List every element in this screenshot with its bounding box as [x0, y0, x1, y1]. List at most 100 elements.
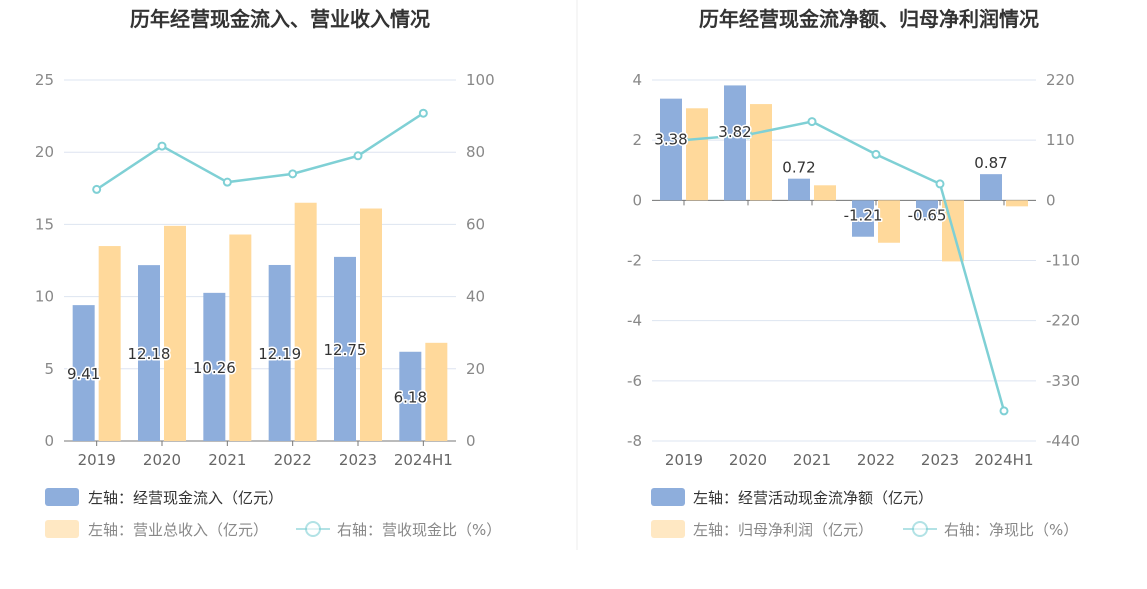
left-legend-line-marker[interactable] — [305, 521, 321, 537]
right-legend-label-ratio[interactable]: 右轴：净现比（%） — [944, 521, 1078, 539]
right-legend-swatch-net-profit[interactable] — [651, 520, 685, 538]
right-y-right-tick: 110 — [1046, 131, 1075, 149]
left-legend-label-ratio[interactable]: 右轴：营收现金比（%） — [337, 521, 501, 539]
left-y-left-tick: 25 — [35, 71, 54, 89]
left-ratio-point — [288, 169, 298, 179]
left-bar-secondary — [164, 225, 186, 441]
left-legend-swatch-cash-inflow[interactable] — [45, 488, 79, 506]
right-bar-data-label: -0.65 — [908, 206, 947, 224]
left-x-tick-label: 2021 — [208, 451, 246, 469]
right-bar-primary — [852, 200, 874, 237]
right-y-right-tick: -220 — [1046, 312, 1080, 330]
left-ratio-point — [418, 108, 428, 118]
right-y-left-tick: -8 — [627, 432, 642, 450]
right-bar-primary — [724, 85, 746, 201]
left-bar-primary — [399, 351, 422, 441]
right-plot-area: -8 -6 -4 -2 0 2 4 -440 -330 -220 -110 0 110 220 2019 20… — [627, 71, 1080, 469]
right-x-tick-label: 2019 — [665, 451, 703, 469]
right-ratio-line — [683, 120, 1006, 412]
right-bar-secondary — [750, 104, 772, 201]
right-y-left-tick: 2 — [632, 131, 642, 149]
left-y-right-tick: 60 — [466, 215, 485, 233]
right-y-left-tick: -2 — [627, 252, 642, 270]
left-y-right-tick: 40 — [466, 288, 485, 306]
right-x-tick-label: 2024H1 — [975, 451, 1034, 469]
left-bar-data-label: 12.75 — [324, 341, 367, 359]
left-ratio-line — [95, 112, 425, 191]
right-x-tick-label: 2021 — [793, 451, 831, 469]
left-y-left-tick: 15 — [35, 215, 54, 233]
left-bar-data-label: 9.41 — [67, 365, 100, 383]
left-bar-primary — [138, 265, 160, 441]
left-ratio-point — [222, 177, 232, 187]
left-ratio-point — [353, 151, 363, 161]
left-ratio-point — [157, 141, 167, 151]
left-bar-data-label: 12.18 — [128, 345, 171, 363]
left-x-tick-label: 2023 — [339, 451, 377, 469]
right-bar-primary — [788, 178, 810, 201]
right-ratio-point — [743, 130, 753, 140]
left-bar-primary — [268, 264, 291, 441]
left-bar-secondary — [360, 208, 382, 441]
right-legend-swatch-net-cash[interactable] — [651, 488, 685, 506]
right-ratio-point — [999, 406, 1009, 416]
right-bar-data-label: 3.38 — [654, 130, 687, 148]
left-bar-primary — [334, 256, 356, 441]
right-legend-label-net-cash[interactable]: 左轴：经营活动现金流净额（亿元） — [693, 489, 933, 507]
left-plot-area: 0 5 10 15 20 25 0 20 40 60 80 100 2019 2020 2021 2022 20… — [35, 71, 495, 469]
right-y-right-tick: -440 — [1046, 432, 1080, 450]
right-y-left-tick: 0 — [632, 191, 642, 209]
right-y-right-tick: -330 — [1046, 372, 1080, 390]
right-bar-primary — [916, 200, 938, 220]
right-legend[interactable]: 左轴：经营活动现金流净额（亿元） 左轴：归母净利润（亿元） 右轴：净现比（%） — [651, 488, 1078, 539]
right-bar-data-label: 3.82 — [718, 123, 751, 141]
right-bar-secondary — [686, 108, 708, 201]
right-legend-line-marker[interactable] — [912, 521, 928, 537]
right-chart: 历年经营现金流净额、归母净利润情况 -8 -6 -4 -2 0 2 4 -440 -330 -22… — [627, 7, 1080, 539]
left-bar-data-label: 10.26 — [193, 359, 236, 377]
left-y-right-tick: 20 — [466, 360, 485, 378]
right-y-right-tick: 0 — [1046, 191, 1056, 209]
right-bar-secondary — [878, 200, 900, 243]
right-y-left-tick: 4 — [632, 71, 642, 89]
left-y-right-tick: 80 — [466, 143, 485, 161]
right-ratio-point — [871, 149, 881, 159]
right-y-right-tick: 220 — [1046, 71, 1075, 89]
right-x-tick-label: 2023 — [921, 451, 959, 469]
left-bar-data-label: 12.19 — [258, 345, 301, 363]
left-bar-primary — [203, 292, 226, 441]
left-bar-secondary — [229, 234, 252, 441]
left-y-left-tick: 20 — [35, 143, 54, 161]
right-ratio-point — [679, 135, 689, 145]
right-y-right-tick: -110 — [1046, 252, 1080, 270]
right-y-left-tick: -6 — [627, 372, 642, 390]
right-bar-data-label: 0.72 — [782, 159, 815, 177]
right-bar-primary — [980, 174, 1002, 201]
left-x-tick-label: 2019 — [78, 451, 116, 469]
left-bar-primary — [72, 305, 95, 441]
left-legend-label-revenue[interactable]: 左轴：营业总收入（亿元） — [88, 521, 268, 539]
right-y-left-tick: -4 — [627, 312, 642, 330]
left-y-right-tick: 0 — [466, 432, 476, 450]
left-y-left-tick: 10 — [35, 288, 54, 306]
left-legend-swatch-revenue[interactable] — [45, 520, 79, 538]
left-chart-title: 历年经营现金流入、营业收入情况 — [130, 7, 430, 31]
left-x-tick-label: 2024H1 — [394, 451, 453, 469]
left-chart: 历年经营现金流入、营业收入情况 0 5 10 15 20 25 0 20 40 60 80 100 20… — [35, 7, 501, 539]
right-legend-label-net-profit[interactable]: 左轴：归母净利润（亿元） — [693, 521, 873, 539]
left-y-left-tick: 5 — [44, 360, 54, 378]
right-bar-primary — [660, 98, 682, 201]
left-legend[interactable]: 左轴：经营现金流入（亿元） 左轴：营业总收入（亿元） 右轴：营收现金比（%） — [45, 488, 501, 539]
right-bar-secondary — [1006, 200, 1028, 207]
left-bar-secondary — [425, 342, 448, 441]
right-bar-secondary — [814, 185, 836, 201]
left-bar-secondary — [294, 202, 317, 441]
right-chart-title: 历年经营现金流净额、归母净利润情况 — [699, 7, 1039, 31]
right-x-tick-label: 2022 — [857, 451, 895, 469]
left-y-left-tick: 0 — [44, 432, 54, 450]
left-ratio-point — [92, 184, 102, 194]
right-bar-data-label: -1.21 — [844, 206, 883, 224]
left-legend-label-cash-inflow[interactable]: 左轴：经营现金流入（亿元） — [88, 489, 283, 507]
right-x-tick-label: 2020 — [729, 451, 767, 469]
